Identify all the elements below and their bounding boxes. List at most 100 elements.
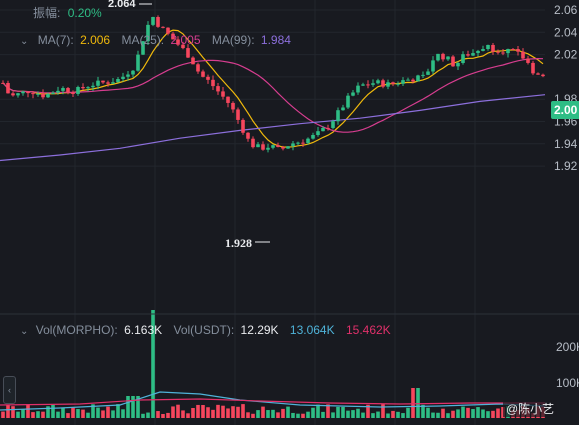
candle-body (336, 110, 340, 122)
vol-morpho-value: 6.163K (124, 323, 163, 337)
candle-body (456, 62, 460, 67)
volume-bar (461, 406, 465, 418)
volume-bar (131, 396, 135, 418)
volume-bar (306, 411, 310, 418)
volume-bar (241, 404, 245, 418)
volume-bar (111, 410, 115, 418)
candle-body (141, 41, 145, 55)
candle-body (276, 145, 280, 147)
volume-bar (371, 413, 375, 418)
volume-bar (256, 410, 260, 418)
candle-body (476, 50, 480, 54)
volume-bar (421, 404, 425, 418)
candle-body (256, 144, 260, 148)
candle-body (41, 93, 45, 98)
ma7-label: MA(7): (37, 33, 74, 47)
volume-bar (76, 409, 80, 418)
volume-bar (281, 408, 285, 418)
candle-body (81, 87, 85, 89)
candle-body (176, 39, 180, 45)
volume-bar (251, 413, 255, 418)
volume-bar (271, 409, 275, 418)
candle-body (396, 83, 400, 85)
volume-bar (231, 406, 235, 418)
candle-body (541, 74, 545, 77)
volume-bar (286, 406, 290, 418)
candle-body (266, 147, 270, 150)
candle-body (131, 70, 135, 75)
candle-body (471, 53, 475, 56)
volume-bar (296, 413, 300, 418)
vol-morpho-label: Vol(MORPHO): (35, 323, 118, 337)
candle-body (331, 121, 335, 128)
ma99-value: 1.984 (260, 33, 291, 47)
candle-body (536, 73, 540, 75)
amplitude-row: 振幅: 0.20% (33, 4, 102, 21)
vol-usdt-label: Vol(USDT): (173, 323, 235, 337)
candle-body (411, 79, 415, 82)
candle-body (316, 131, 320, 135)
volume-bar (56, 411, 60, 418)
volume-bar (46, 406, 50, 418)
candle-body (21, 91, 25, 94)
volume-bar (471, 409, 475, 418)
volume-bar (376, 411, 380, 418)
volume-bar (166, 412, 170, 418)
candle-body (356, 85, 360, 93)
candle-body (251, 138, 255, 148)
candle-body (201, 71, 205, 77)
volume-bar (41, 411, 45, 418)
candle-body (61, 88, 65, 91)
candle-body (191, 57, 195, 65)
candle-body (386, 82, 390, 87)
candle-body (351, 92, 355, 96)
volume-bar (211, 409, 215, 418)
watermark: @陈小艺 (503, 400, 558, 417)
volume-bar (326, 404, 330, 418)
price-tick-label: 1.94 (554, 137, 578, 151)
volume-bar (201, 405, 205, 418)
candle-body (416, 75, 420, 82)
candle-body (231, 102, 235, 110)
candle-body (1, 82, 5, 84)
price-tick-label: 2.02 (554, 48, 578, 62)
volume-bar (216, 404, 220, 418)
volume-bar (81, 409, 85, 418)
candle-body (371, 83, 375, 85)
volume-bar (396, 411, 400, 418)
candle-body (501, 52, 505, 54)
candle-body (241, 119, 245, 133)
candle-body (401, 80, 405, 84)
candle-body (46, 93, 50, 98)
candle-body (481, 49, 485, 51)
volume-bar (156, 411, 160, 418)
amplitude-value: 0.20% (67, 6, 102, 20)
candle-body (106, 82, 110, 84)
scroll-left-handle[interactable]: ‹ (3, 376, 16, 404)
volume-bar (491, 410, 495, 418)
candle-body (246, 132, 250, 139)
vol-ma1-value: 13.064K (289, 323, 335, 337)
candle-body (226, 96, 230, 103)
candle-body (26, 91, 30, 94)
candle-body (511, 49, 515, 51)
candle-body (101, 80, 105, 83)
candle-body (221, 91, 225, 97)
collapse-icon[interactable]: ⌄ (20, 36, 29, 47)
volume-bar (346, 410, 350, 418)
chevron-left-icon: ‹ (8, 385, 11, 395)
collapse-icon[interactable]: ⌄ (20, 326, 29, 337)
candle-body (236, 109, 240, 120)
candle-body (326, 127, 330, 129)
volume-bar (361, 412, 365, 418)
candle-body (56, 90, 60, 93)
candle-body (341, 107, 345, 111)
volume-bar (341, 406, 345, 418)
ma25-label: MA(25): (121, 33, 165, 47)
volume-bar (151, 310, 155, 418)
candle-body (321, 127, 325, 132)
volume-bar (121, 409, 125, 418)
candle-body (136, 54, 140, 71)
candle-body (126, 74, 130, 77)
